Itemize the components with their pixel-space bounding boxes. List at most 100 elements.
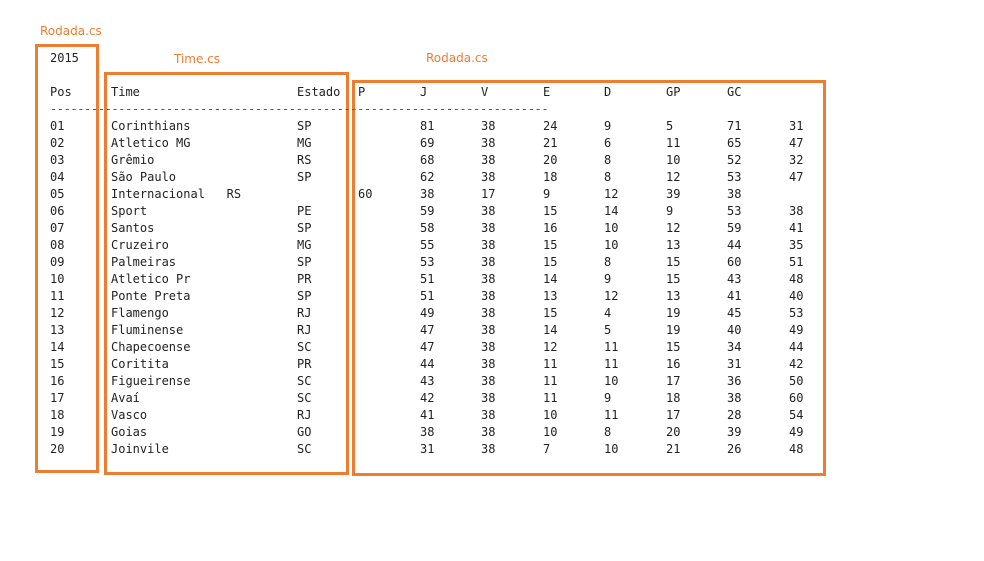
row-stat: 45	[727, 306, 742, 320]
header-time: Time	[111, 85, 140, 99]
row-pos: 07	[50, 221, 65, 235]
row-stat: 9	[604, 272, 612, 286]
row-state: PE	[297, 204, 312, 218]
row-state: SP	[297, 289, 312, 303]
row-stat: 49	[420, 306, 435, 320]
header-gc: GC	[727, 85, 742, 99]
row-pos: 01	[50, 119, 65, 133]
row-stat: 24	[543, 119, 558, 133]
row-stat: 50	[789, 374, 804, 388]
row-stat: 17	[666, 374, 681, 388]
row-team: Palmeiras	[111, 255, 177, 269]
row-stat: 41	[727, 289, 742, 303]
row-stat: 59	[727, 221, 742, 235]
row-team: Cruzeiro	[111, 238, 169, 252]
row-stat: 51	[420, 289, 435, 303]
row-stat: 39	[666, 187, 681, 201]
row-stat: 38	[481, 136, 496, 150]
row-stat: 21	[666, 442, 681, 456]
row-stat: 10	[604, 374, 619, 388]
row-team: Internacional RS	[111, 187, 242, 201]
row-state: GO	[297, 425, 312, 439]
row-stat: 40	[727, 323, 742, 337]
row-stat: 6	[604, 136, 612, 150]
row-stat: 38	[481, 153, 496, 167]
row-team: Flamengo	[111, 306, 169, 320]
row-stat: 38	[481, 272, 496, 286]
row-stat: 17	[481, 187, 496, 201]
row-pos: 18	[50, 408, 65, 422]
row-stat: 38	[481, 391, 496, 405]
row-stat: 19	[666, 323, 681, 337]
rodada-pos-box	[35, 44, 99, 473]
row-stat: 13	[666, 289, 681, 303]
row-stat: 16	[543, 221, 558, 235]
row-stat: 15	[666, 255, 681, 269]
row-state: RJ	[297, 323, 312, 337]
row-stat: 49	[789, 425, 804, 439]
row-stat: 47	[789, 170, 804, 184]
row-stat: 18	[543, 170, 558, 184]
row-stat: 10	[604, 238, 619, 252]
row-stat: 38	[420, 425, 435, 439]
row-state: SC	[297, 391, 312, 405]
row-stat: 40	[789, 289, 804, 303]
row-stat: 14	[543, 272, 558, 286]
row-stat: 38	[727, 187, 742, 201]
row-stat: 5	[604, 323, 612, 337]
row-stat: 53	[727, 204, 742, 218]
row-state: SP	[297, 119, 312, 133]
row-pos: 12	[50, 306, 65, 320]
row-stat: 32	[789, 153, 804, 167]
row-state: RJ	[297, 408, 312, 422]
row-state: SP	[297, 170, 312, 184]
row-stat: 12	[604, 187, 619, 201]
row-stat: 38	[481, 119, 496, 133]
row-stat: 38	[481, 425, 496, 439]
row-team: Avaí	[111, 391, 140, 405]
row-stat: 65	[727, 136, 742, 150]
row-team: Grêmio	[111, 153, 155, 167]
row-team: Chapecoense	[111, 340, 191, 354]
row-stat: 52	[727, 153, 742, 167]
row-stat: 7	[543, 442, 551, 456]
row-stat: 10	[543, 408, 558, 422]
row-stat: 44	[727, 238, 742, 252]
row-stat: 54	[789, 408, 804, 422]
row-stat: 19	[666, 306, 681, 320]
header-separator: ----------------------------------------…	[50, 102, 549, 116]
row-stat: 31	[789, 119, 804, 133]
row-stat: 60	[727, 255, 742, 269]
annotation-time: Time.cs	[174, 52, 221, 66]
row-pos: 17	[50, 391, 65, 405]
row-stat: 18	[666, 391, 681, 405]
row-state: MG	[297, 238, 312, 252]
row-state: MG	[297, 136, 312, 150]
row-stat: 28	[727, 408, 742, 422]
row-stat: 38	[481, 323, 496, 337]
row-stat: 15	[666, 272, 681, 286]
row-stat: 8	[604, 153, 612, 167]
row-pos: 11	[50, 289, 65, 303]
row-stat: 14	[604, 204, 619, 218]
row-stat: 4	[604, 306, 612, 320]
row-pos: 10	[50, 272, 65, 286]
row-stat: 38	[789, 204, 804, 218]
row-stat: 20	[666, 425, 681, 439]
row-stat: 42	[420, 391, 435, 405]
row-stat: 38	[481, 255, 496, 269]
row-stat: 34	[727, 340, 742, 354]
row-stat: 55	[420, 238, 435, 252]
time-estado-box	[104, 72, 349, 475]
row-state: SP	[297, 221, 312, 235]
row-stat: 38	[481, 238, 496, 252]
row-stat: 11	[543, 374, 558, 388]
row-stat: 10	[604, 442, 619, 456]
row-stat: 69	[420, 136, 435, 150]
row-stat: 11	[604, 340, 619, 354]
row-stat: 10	[604, 221, 619, 235]
row-stat: 38	[481, 442, 496, 456]
row-stat: 42	[789, 357, 804, 371]
row-stat: 12	[604, 289, 619, 303]
header-v: V	[481, 85, 489, 99]
